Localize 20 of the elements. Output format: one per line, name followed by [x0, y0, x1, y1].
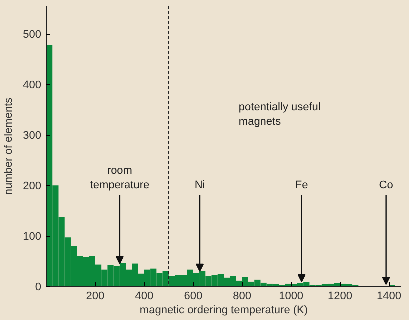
y-tick-label: 0 — [35, 282, 42, 294]
y-tick-label: 100 — [23, 231, 42, 244]
y-tick-label: 400 — [23, 80, 42, 92]
annotation: Co — [379, 179, 394, 192]
x-tick-label: 600 — [184, 290, 203, 302]
y-tick-label: 300 — [23, 130, 42, 142]
annotation: Ni — [194, 179, 206, 192]
y-tick-label: 200 — [23, 180, 42, 193]
annotation: Fe — [295, 179, 308, 192]
y-axis-title: number of elements — [3, 97, 16, 196]
x-tick-label: 1400 — [377, 290, 402, 302]
x-tick-label: 1200 — [328, 290, 353, 302]
x-tick-label: 800 — [233, 290, 252, 302]
x-tick-label: 1000 — [279, 290, 304, 302]
y-tick-label: 500 — [23, 29, 42, 42]
annotation: room temperature — [90, 164, 150, 192]
x-tick-label: 200 — [86, 290, 105, 302]
x-tick-label: 400 — [135, 290, 154, 302]
x-axis-title: magnetic ordering temperature (K) — [140, 304, 308, 316]
annotation: potentially useful magnets — [238, 102, 321, 128]
